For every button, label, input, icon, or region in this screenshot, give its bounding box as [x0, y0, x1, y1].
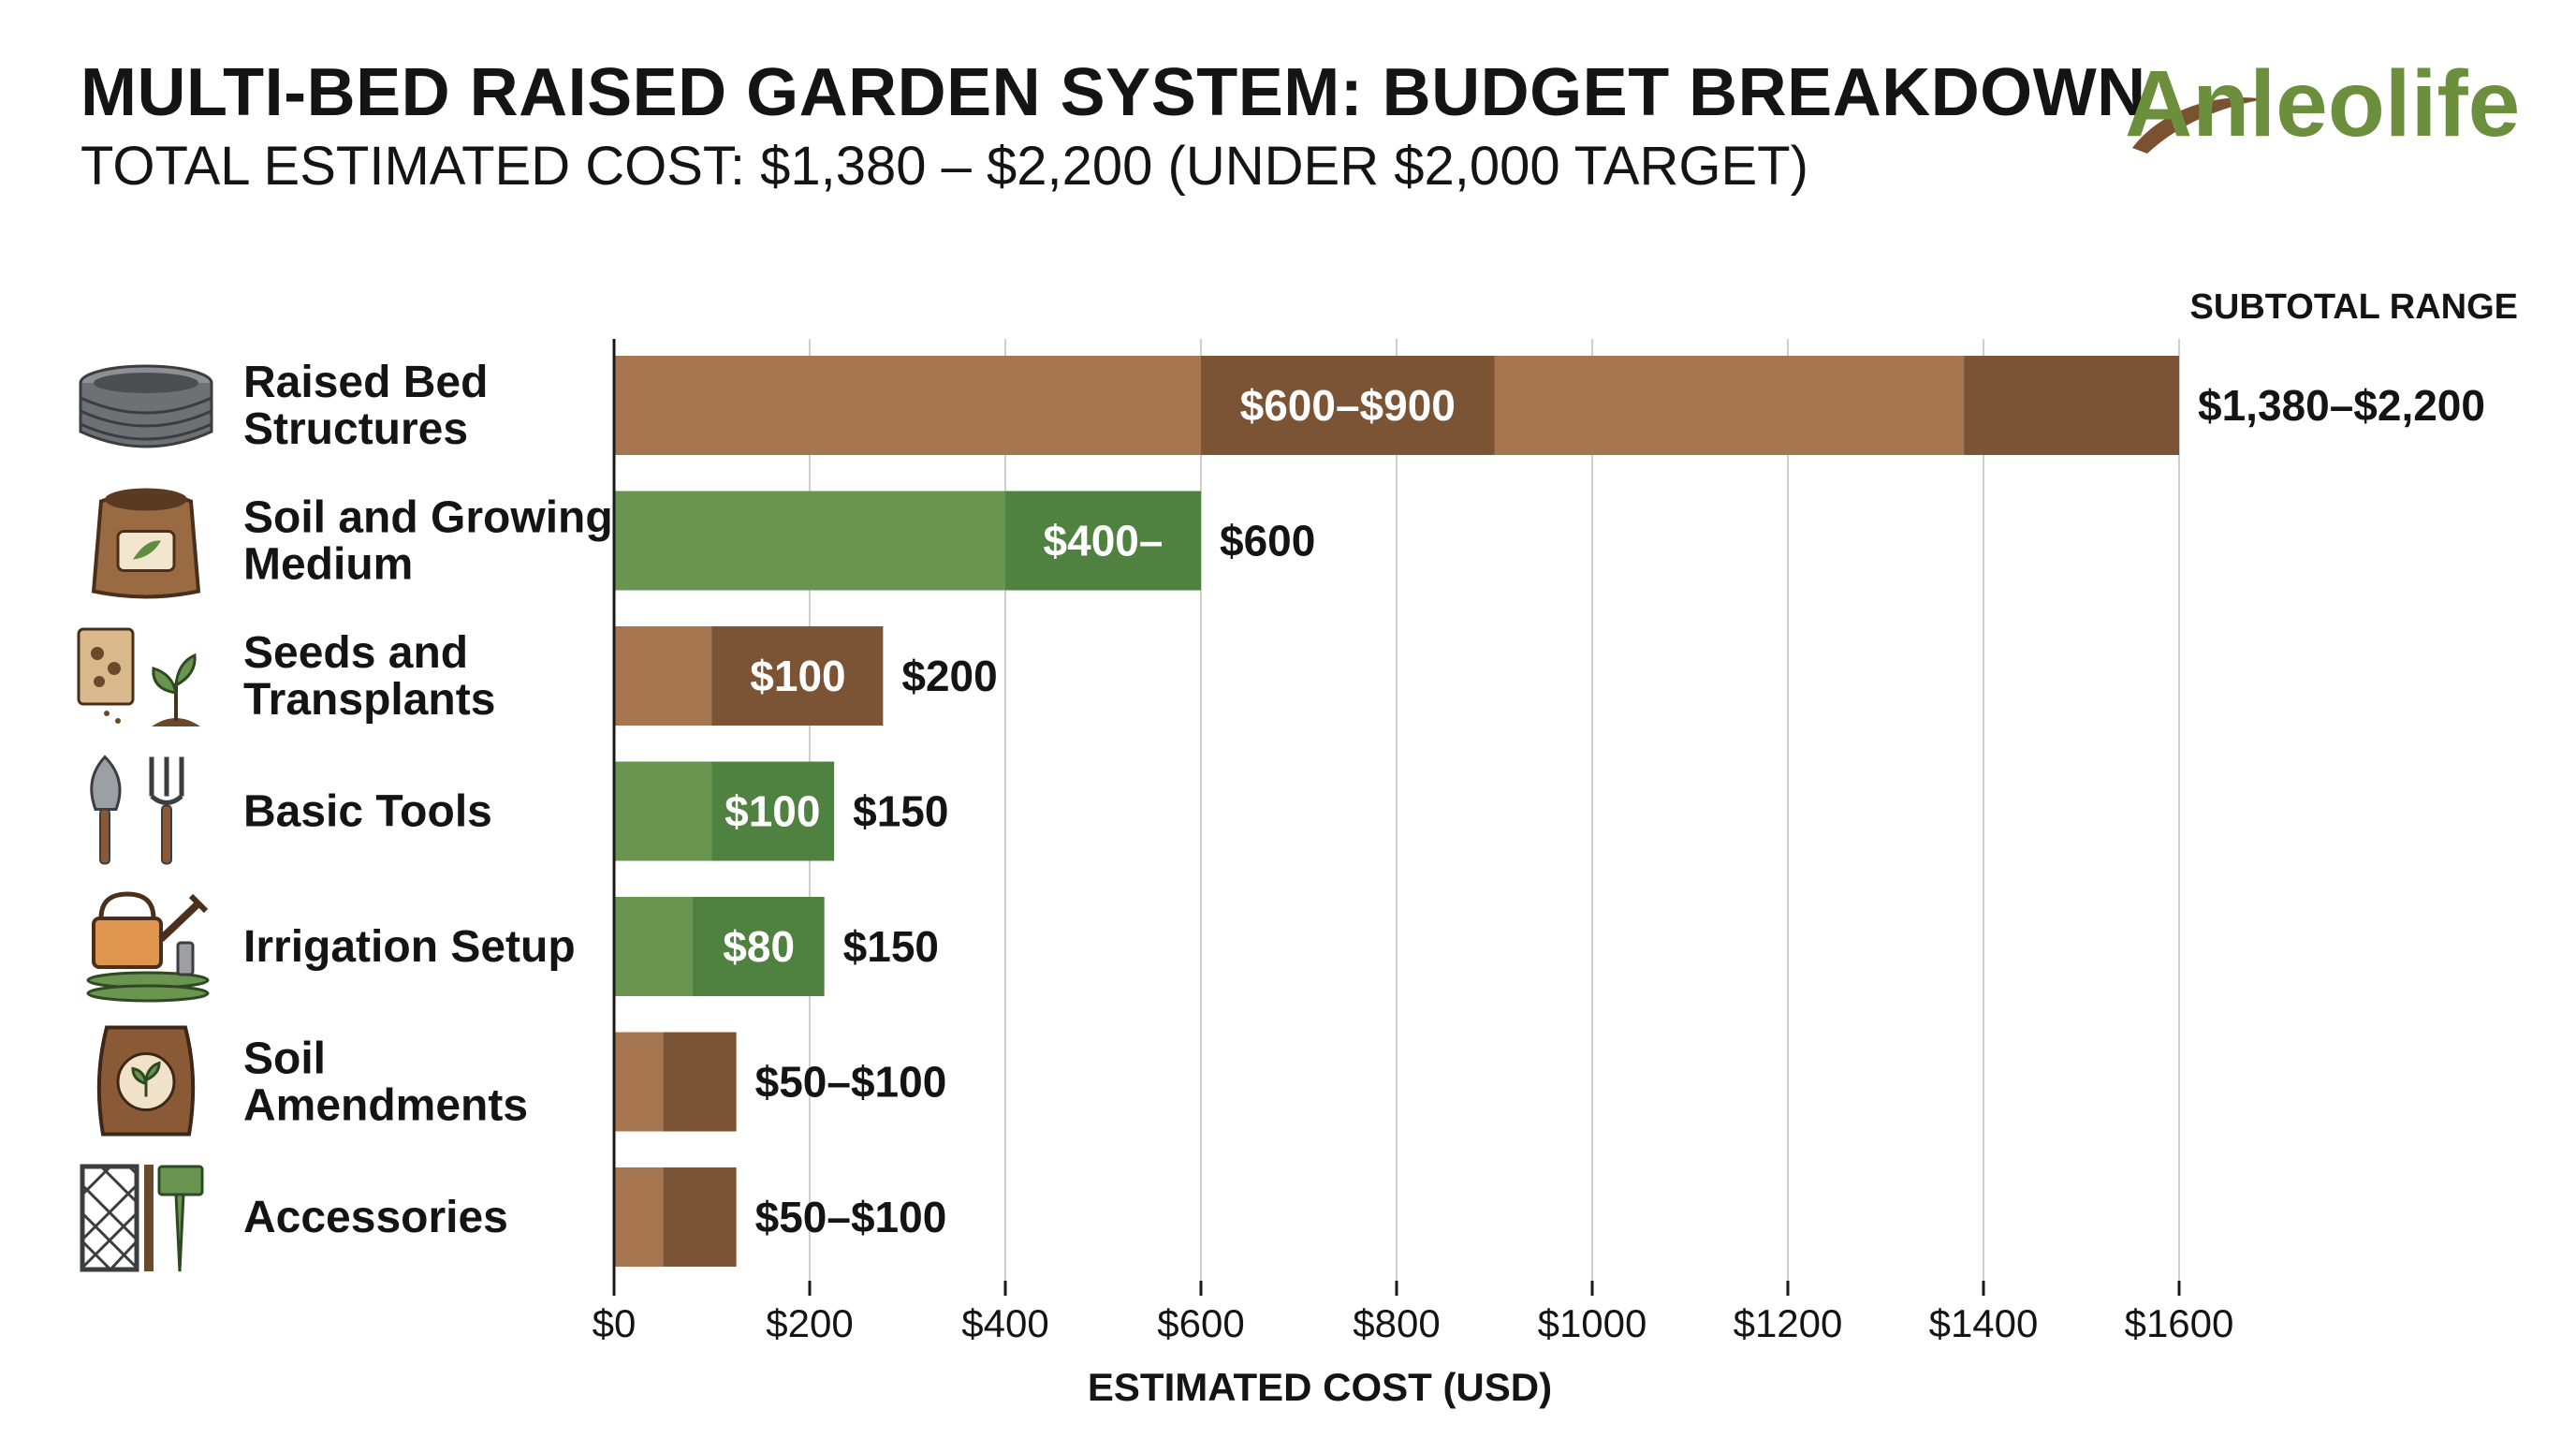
- bar-inner-label: $80: [723, 922, 795, 971]
- bar-segment: [692, 897, 825, 996]
- bar-segment: [614, 1167, 664, 1267]
- x-tick-label: $0: [593, 1301, 637, 1345]
- bar-segment: [614, 491, 1005, 591]
- category-label: Soil and Growing Medium: [243, 493, 613, 590]
- gridlines: [809, 339, 2180, 1281]
- x-tick-label: $400: [961, 1301, 1048, 1345]
- bar-end-label: $50–$100: [755, 1193, 947, 1241]
- category-label-line: Soil: [243, 1034, 326, 1084]
- category-label-line: Amendments: [243, 1081, 528, 1131]
- bar-segment: [1494, 356, 1965, 455]
- x-tick-label: $600: [1157, 1301, 1244, 1345]
- category-label: Accessories: [243, 1193, 508, 1242]
- bar-segment: [614, 897, 693, 996]
- bar-inner-label: $100: [750, 652, 845, 700]
- bar-segment: [1005, 491, 1201, 591]
- bar-segment: [1201, 356, 1495, 455]
- category-label-line: Accessories: [243, 1193, 508, 1242]
- bar-segment: [614, 356, 1201, 455]
- category-labels: Raised Bed Structures Soil and Growing Medi…: [243, 358, 613, 1242]
- category-label-line: Seeds and: [243, 628, 468, 678]
- x-tick-label: $800: [1353, 1301, 1440, 1345]
- category-label: Basic Tools: [243, 787, 492, 837]
- category-label-line: Soil and Growing: [243, 493, 613, 543]
- logo-text: Anleolife: [2125, 51, 2521, 156]
- bar-segment: [614, 761, 712, 861]
- category-label-line: Structures: [243, 404, 468, 454]
- bar-segment: [614, 1032, 664, 1132]
- bar-end-label: $600: [1220, 517, 1315, 565]
- bar-segment: [711, 761, 835, 861]
- x-axis-title: ESTIMATED COST (USD): [1088, 1365, 1552, 1409]
- compost-bag-icon: [96, 1025, 196, 1137]
- bar-end-label: $200: [901, 652, 997, 700]
- bar-segment: [663, 1032, 737, 1132]
- garden-tools-icon: [90, 755, 184, 865]
- bar-end-label: $150: [853, 787, 948, 836]
- category-label: Soil Amendments: [243, 1034, 528, 1131]
- x-tick-label: $200: [766, 1301, 853, 1345]
- x-tick-label: $1000: [1538, 1301, 1647, 1345]
- leaf-swoosh-icon: [2132, 97, 2265, 154]
- soil-bag-icon: [91, 488, 201, 599]
- bar-end-label: $1,380–$2,200: [2198, 381, 2485, 430]
- bar-segment: [711, 626, 884, 726]
- chart-title: MULTI-BED RAISED GARDEN SYSTEM: BUDGET B…: [80, 55, 2146, 130]
- watering-can-icon: [86, 891, 210, 1003]
- brand-logo: Anleolife: [2125, 43, 2537, 165]
- bar-inner-label: $100: [724, 787, 820, 836]
- category-label: Raised Bed Structures: [243, 358, 488, 454]
- bar-segment: [1964, 356, 2179, 455]
- x-axis-ticks: $0 $200 $400 $600 $800 $1000 $1200 $1400 $1600: [593, 1281, 2234, 1345]
- trellis-markers-icon: [80, 1164, 204, 1272]
- subtotal-range-header: SUBTOTAL RANGE: [2190, 287, 2518, 327]
- bar-end-label: $50–$100: [755, 1058, 947, 1107]
- bar-inner-label: $600–$900: [1240, 381, 1456, 430]
- category-label: Irrigation Setup: [243, 922, 576, 972]
- category-label-line: Raised Bed: [243, 358, 488, 407]
- x-tick-label: $1400: [1929, 1301, 2039, 1345]
- category-label-line: Transplants: [243, 675, 495, 725]
- bar-end-label: $150: [843, 922, 939, 971]
- category-icons: [77, 364, 213, 1272]
- chart-subtitle: TOTAL ESTIMATED COST: $1,380 – $2,200 (U…: [80, 136, 1808, 197]
- category-label-line: Irrigation Setup: [243, 922, 576, 972]
- category-label-line: Basic Tools: [243, 787, 492, 837]
- x-tick-label: $1200: [1734, 1301, 1843, 1345]
- bar-inner-label: $400–: [1044, 517, 1164, 565]
- category-label: Seeds and Transplants: [243, 628, 495, 725]
- category-label-line: Medium: [243, 540, 413, 590]
- x-tick-label: $1600: [2125, 1301, 2234, 1345]
- seedling-icon: [77, 627, 200, 726]
- raised-bed-icon: [79, 364, 213, 448]
- bars: $600–$900 $1,380–$2,200 $400– $600 $100 $200 $…: [614, 356, 2485, 1267]
- bar-segment: [663, 1167, 737, 1267]
- bar-segment: [614, 626, 712, 726]
